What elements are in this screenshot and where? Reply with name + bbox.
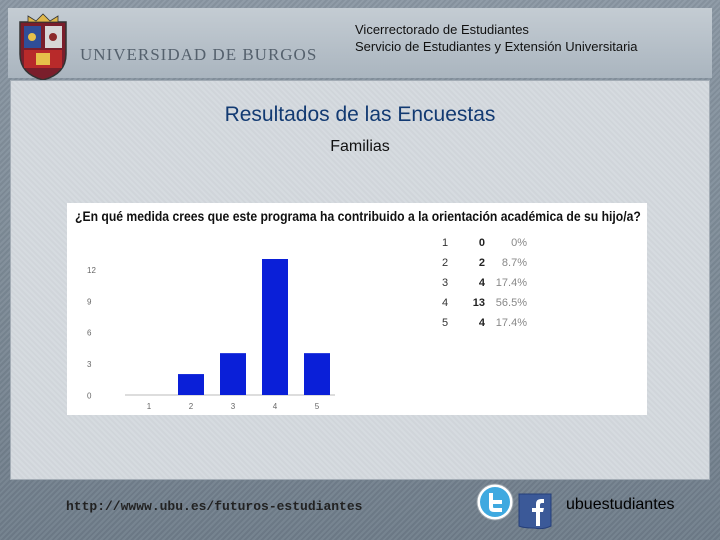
summary-count: 4	[478, 277, 485, 289]
bar	[304, 353, 330, 395]
summary-row: 4 13 56.5%	[442, 293, 532, 313]
summary-percent: 17.4%	[495, 277, 527, 289]
x-tick-label: 1	[147, 402, 152, 411]
summary-row: 1 0 0%	[442, 233, 532, 253]
slide-subtitle: Familias	[330, 138, 390, 155]
chart-card: ¿En qué medida crees que este programa h…	[67, 203, 647, 415]
summary-count: 0	[478, 237, 485, 249]
summary-count: 2	[478, 257, 485, 269]
bar	[220, 353, 246, 395]
y-tick-label: 0	[87, 392, 92, 401]
facebook-icon[interactable]	[513, 490, 555, 532]
summary-percent: 8.7%	[501, 257, 527, 269]
summary-row: 2 2 8.7%	[442, 253, 532, 273]
summary-count: 13	[472, 297, 485, 309]
y-tick-label: 12	[87, 266, 96, 275]
header-line-2: Servicio de Estudiantes y Extensión Univ…	[355, 39, 638, 54]
summary-percent: 56.5%	[495, 297, 527, 309]
summary-row: 3 4 17.4%	[442, 273, 532, 293]
footer-handle[interactable]: ubuestudiantes	[566, 496, 675, 513]
summary-option: 4	[442, 297, 449, 309]
slide-title: Resultados de las Encuestas	[224, 103, 496, 126]
y-tick-label: 3	[87, 360, 92, 369]
summary-table: 1 0 0% 2 2 8.7% 3 4 17.4% 4 13 56.5% 5 4 17.4%	[442, 233, 532, 333]
footer-url[interactable]: http://wwww.ubu.es/futuros-estudiantes	[66, 499, 363, 514]
summary-option: 2	[442, 257, 449, 269]
summary-percent: 17.4%	[495, 317, 527, 329]
bar	[262, 259, 288, 395]
university-crest-icon	[19, 13, 67, 81]
university-name: UNIVERSIDAD DE BURGOS	[80, 45, 318, 64]
x-tick-label: 3	[231, 402, 236, 411]
bar	[178, 374, 204, 395]
header-band	[8, 8, 712, 78]
x-tick-label: 5	[315, 402, 320, 411]
header-department: Vicerrectorado de Estudiantes Servicio d…	[355, 21, 638, 55]
y-tick-label: 6	[87, 329, 92, 338]
summary-option: 1	[442, 237, 449, 249]
summary-row: 5 4 17.4%	[442, 313, 532, 333]
twitter-icon[interactable]	[475, 482, 515, 522]
x-tick-label: 2	[189, 402, 194, 411]
x-tick-label: 4	[273, 402, 278, 411]
summary-count: 4	[478, 317, 485, 329]
summary-option: 3	[442, 277, 449, 289]
summary-option: 5	[442, 317, 449, 329]
chart-title: ¿En qué medida crees que este programa h…	[75, 208, 641, 224]
summary-percent: 0%	[511, 237, 527, 249]
header-line-1: Vicerrectorado de Estudiantes	[355, 22, 529, 37]
y-tick-label: 9	[87, 297, 92, 306]
